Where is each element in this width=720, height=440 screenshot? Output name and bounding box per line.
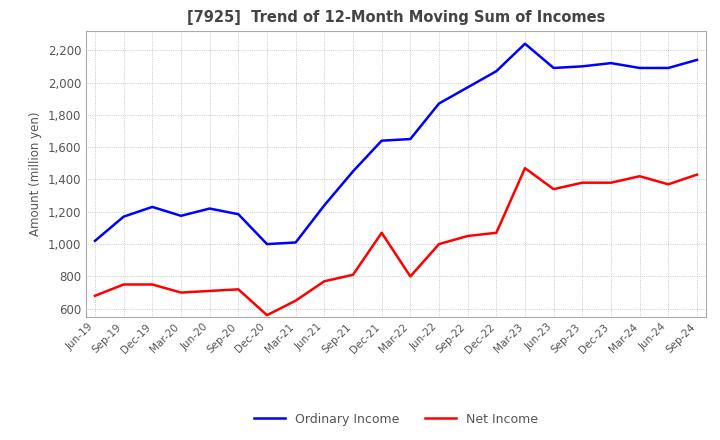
Line: Net Income: Net Income bbox=[95, 168, 697, 315]
Net Income bbox=[263, 312, 271, 318]
Ordinary Income bbox=[521, 41, 529, 46]
Legend: Ordinary Income, Net Income: Ordinary Income, Net Income bbox=[249, 408, 543, 431]
Line: Ordinary Income: Ordinary Income bbox=[95, 44, 697, 244]
Net Income bbox=[464, 233, 472, 238]
Ordinary Income bbox=[377, 138, 386, 143]
Ordinary Income bbox=[435, 101, 444, 106]
Ordinary Income bbox=[320, 203, 328, 208]
Net Income bbox=[435, 242, 444, 247]
Net Income bbox=[292, 298, 300, 303]
Net Income bbox=[348, 272, 357, 278]
Net Income bbox=[234, 287, 243, 292]
Net Income bbox=[635, 174, 644, 179]
Net Income bbox=[578, 180, 587, 185]
Ordinary Income bbox=[176, 213, 185, 218]
Net Income bbox=[148, 282, 157, 287]
Y-axis label: Amount (million yen): Amount (million yen) bbox=[30, 112, 42, 236]
Ordinary Income bbox=[263, 242, 271, 247]
Ordinary Income bbox=[148, 204, 157, 209]
Net Income bbox=[406, 274, 415, 279]
Ordinary Income bbox=[205, 206, 214, 211]
Net Income bbox=[120, 282, 128, 287]
Ordinary Income bbox=[348, 169, 357, 174]
Ordinary Income bbox=[635, 65, 644, 70]
Net Income bbox=[693, 172, 701, 177]
Net Income bbox=[205, 288, 214, 293]
Ordinary Income bbox=[664, 65, 672, 70]
Net Income bbox=[521, 165, 529, 171]
Net Income bbox=[176, 290, 185, 295]
Ordinary Income bbox=[693, 57, 701, 62]
Net Income bbox=[320, 279, 328, 284]
Ordinary Income bbox=[578, 64, 587, 69]
Net Income bbox=[607, 180, 616, 185]
Net Income bbox=[549, 187, 558, 192]
Ordinary Income bbox=[234, 212, 243, 217]
Ordinary Income bbox=[492, 69, 500, 74]
Ordinary Income bbox=[292, 240, 300, 245]
Net Income bbox=[91, 293, 99, 298]
Net Income bbox=[492, 230, 500, 235]
Ordinary Income bbox=[549, 65, 558, 70]
Net Income bbox=[664, 182, 672, 187]
Ordinary Income bbox=[120, 214, 128, 219]
Net Income bbox=[377, 230, 386, 235]
Ordinary Income bbox=[607, 60, 616, 66]
Ordinary Income bbox=[464, 85, 472, 90]
Title: [7925]  Trend of 12-Month Moving Sum of Incomes: [7925] Trend of 12-Month Moving Sum of I… bbox=[186, 11, 606, 26]
Ordinary Income bbox=[406, 136, 415, 142]
Ordinary Income bbox=[91, 238, 99, 243]
